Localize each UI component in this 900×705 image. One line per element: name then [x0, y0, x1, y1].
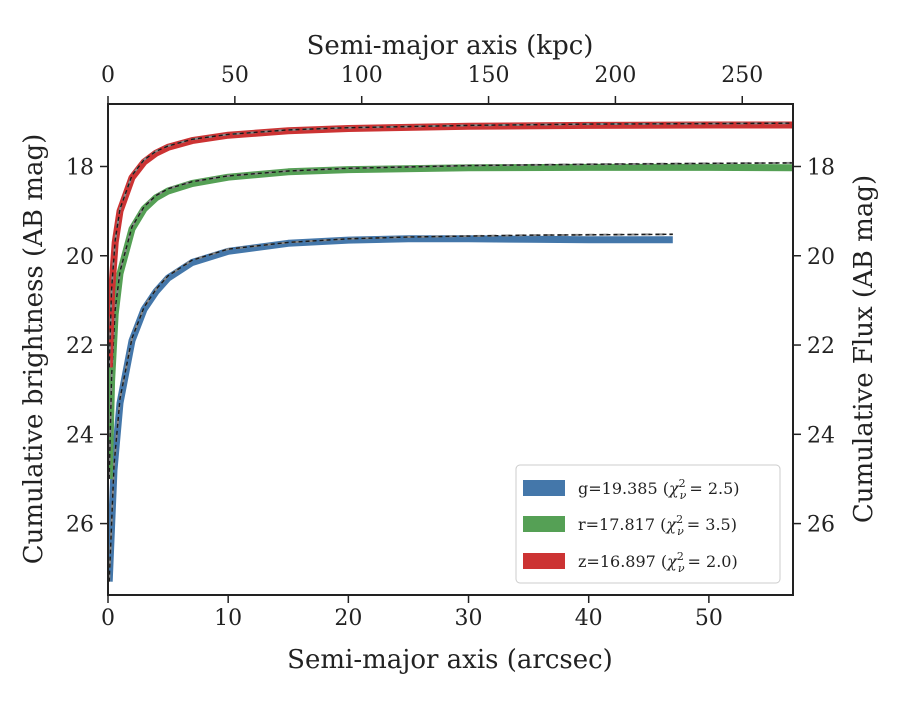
legend-swatch-z — [523, 553, 565, 569]
model-curve-g — [108, 233, 673, 582]
x-tick-label-30: 30 — [455, 606, 483, 631]
legend-entry-r: r=17.817 (χ2 ν = 3.5) — [523, 513, 737, 538]
x-top-tick-label-50: 50 — [221, 63, 249, 88]
legend-swatch-r — [523, 516, 565, 532]
legend-box — [515, 464, 781, 584]
y-right-tick-label-20: 20 — [807, 245, 835, 270]
x-tick-label-0: 0 — [101, 606, 115, 631]
x-top-tick-label-200: 200 — [594, 63, 636, 88]
legend-entry-z: z=16.897 (χ2 ν = 2.0) — [523, 550, 738, 575]
y-right-tick-label-18: 18 — [807, 155, 835, 180]
plot-frame — [107, 103, 794, 596]
legend: g=19.385 (χ2 ν = 2.5) r=17.817 (χ2 ν = 3.5) … — [515, 464, 781, 584]
x-tick-label-40: 40 — [575, 606, 603, 631]
series-layer — [108, 121, 793, 582]
y-axis-title-right: Cumulative Flux (AB mag) — [849, 175, 879, 523]
y-axis-title: Cumulative brightness (AB mag) — [19, 134, 49, 565]
x-tick-label-20: 20 — [334, 606, 362, 631]
x-axis-title-top: Semi-major axis (kpc) — [307, 31, 594, 61]
model-curve-z — [108, 122, 793, 368]
legend-swatch-g — [523, 480, 565, 496]
y-right-tick-label-26: 26 — [807, 513, 835, 538]
x-top-tick-label-0: 0 — [101, 63, 115, 88]
x-axis-title: Semi-major axis (arcsec) — [287, 645, 613, 675]
x-tick-label-50: 50 — [695, 606, 723, 631]
x-top-tick-label-250: 250 — [721, 63, 763, 88]
legend-label-g: g=19.385 (χ2 ν = 2.5) — [578, 477, 740, 502]
model-curve-gray-r — [108, 161, 793, 479]
x-top-tick-label-150: 150 — [468, 63, 510, 88]
legend-label-z: z=16.897 (χ2 ν = 2.0) — [578, 550, 738, 575]
y-tick-label-20: 20 — [66, 245, 94, 270]
y-right-tick-label-22: 22 — [807, 334, 835, 359]
x-tick-label-10: 10 — [214, 606, 242, 631]
legend-label-r: r=17.817 (χ2 ν = 3.5) — [578, 513, 737, 538]
legend-entry-g: g=19.385 (χ2 ν = 2.5) — [523, 477, 740, 502]
axes-layer: 0 10 20 30 40 50 0 50 100 150 200 250 18 18 20 20 22 22 24… — [66, 63, 835, 631]
y-tick-label-18: 18 — [66, 155, 94, 180]
series-band-g — [108, 235, 673, 582]
y-right-tick-label-24: 24 — [807, 423, 835, 448]
y-tick-label-22: 22 — [66, 334, 94, 359]
y-tick-label-24: 24 — [66, 423, 94, 448]
y-tick-label-26: 26 — [66, 513, 94, 538]
x-top-tick-label-100: 100 — [341, 63, 383, 88]
